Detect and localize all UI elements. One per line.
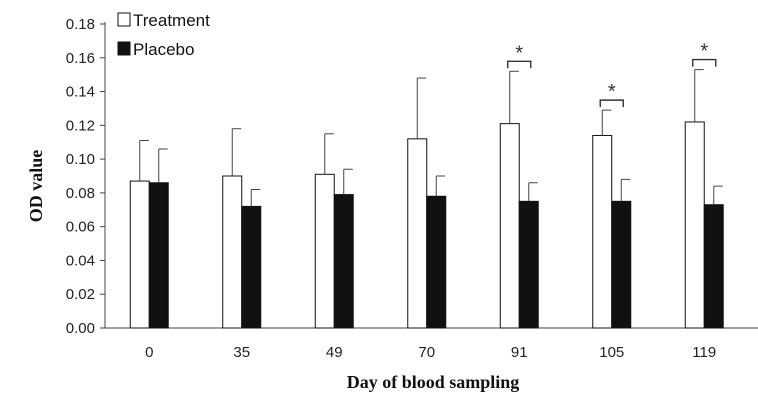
- x-axis-title: Day of blood sampling: [347, 372, 520, 392]
- significance-star-119: *: [700, 41, 708, 63]
- legend-swatch-placebo: [117, 41, 131, 56]
- x-tick-label: 0: [145, 344, 153, 361]
- bar-placebo-35: [241, 205, 262, 329]
- significance-star-105: *: [608, 81, 616, 103]
- significance-star-91: *: [515, 42, 523, 64]
- significance-bracket-91: [507, 60, 532, 69]
- x-tick-label: 35: [233, 344, 250, 361]
- x-axis: 0 35 49 70 91 105 119: [105, 327, 758, 361]
- x-tick-label: 49: [326, 344, 343, 361]
- y-axis-title: OD value: [26, 150, 46, 223]
- legend-swatch-treatment: [117, 12, 131, 27]
- y-tick-label: 0.14: [66, 84, 95, 101]
- bars: [129, 121, 724, 329]
- bar-placebo-91: [518, 200, 539, 329]
- bar-placebo-0: [148, 182, 169, 329]
- y-axis: 0.00 0.02 0.04 0.06 0.08 0.10 0.12 0.14 0.16 0.18: [66, 16, 106, 337]
- significance-bracket-105: [599, 99, 624, 108]
- legend-label-placebo: Placebo: [133, 40, 194, 59]
- legend-label-treatment: Treatment: [133, 11, 210, 30]
- bar-placebo-70: [426, 195, 447, 329]
- x-tick-label: 70: [418, 344, 435, 361]
- y-tick-label: 0.18: [66, 16, 95, 33]
- y-tick-label: 0.06: [66, 219, 95, 236]
- legend: Treatment Placebo: [117, 11, 210, 59]
- y-tick-label: 0.04: [66, 252, 95, 269]
- bar-treatment-119: [684, 121, 705, 329]
- error-bars: [139, 69, 723, 207]
- y-tick-label: 0.10: [66, 151, 95, 168]
- bar-placebo-49: [333, 194, 354, 329]
- y-tick-label: 0.00: [66, 320, 95, 337]
- bar-treatment-49: [314, 173, 335, 329]
- x-tick-label: 105: [599, 344, 624, 361]
- bar-treatment-70: [407, 138, 428, 329]
- bar-placebo-105: [611, 200, 632, 329]
- y-tick-label: 0.16: [66, 50, 95, 67]
- x-tick-label: 119: [692, 344, 716, 361]
- bar-treatment-35: [222, 175, 243, 329]
- bar-placebo-119: [703, 204, 724, 329]
- x-tick-label: 91: [511, 344, 528, 361]
- significance-markers: * * *: [507, 41, 717, 108]
- significance-bracket-119: [692, 58, 717, 67]
- bar-treatment-91: [499, 123, 520, 329]
- y-tick-label: 0.08: [66, 185, 95, 202]
- bar-treatment-105: [592, 134, 613, 329]
- bar-treatment-0: [129, 180, 150, 329]
- y-tick-label: 0.02: [66, 286, 95, 303]
- y-tick-label: 0.12: [66, 117, 95, 134]
